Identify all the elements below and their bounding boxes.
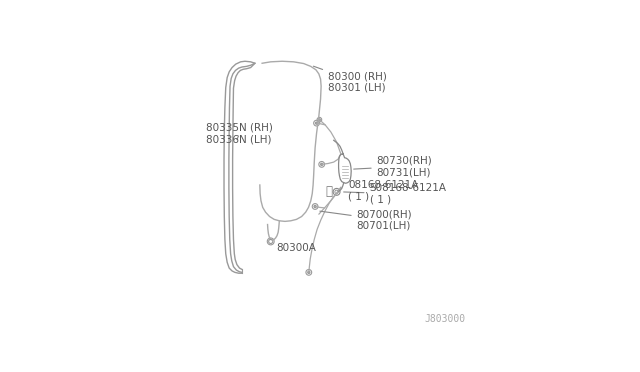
Circle shape bbox=[316, 122, 317, 124]
Text: 80335N (RH)
80336N (LH): 80335N (RH) 80336N (LH) bbox=[206, 123, 273, 144]
Text: Ⓢ: Ⓢ bbox=[325, 185, 332, 198]
Circle shape bbox=[308, 271, 310, 273]
Text: 80700(RH)
80701(LH): 80700(RH) 80701(LH) bbox=[320, 209, 412, 231]
Circle shape bbox=[314, 205, 316, 208]
Text: S08168-6121A
( 1 ): S08168-6121A ( 1 ) bbox=[344, 183, 447, 205]
Text: 80300A: 80300A bbox=[271, 240, 316, 253]
Text: 80730(RH)
80731(LH): 80730(RH) 80731(LH) bbox=[354, 155, 433, 177]
Circle shape bbox=[321, 163, 323, 166]
Text: J803000: J803000 bbox=[424, 314, 465, 324]
Text: 80300 (RH)
80301 (LH): 80300 (RH) 80301 (LH) bbox=[314, 66, 387, 93]
Circle shape bbox=[319, 119, 320, 121]
Text: 08168-6121A
( 1 ): 08168-6121A ( 1 ) bbox=[348, 180, 419, 201]
